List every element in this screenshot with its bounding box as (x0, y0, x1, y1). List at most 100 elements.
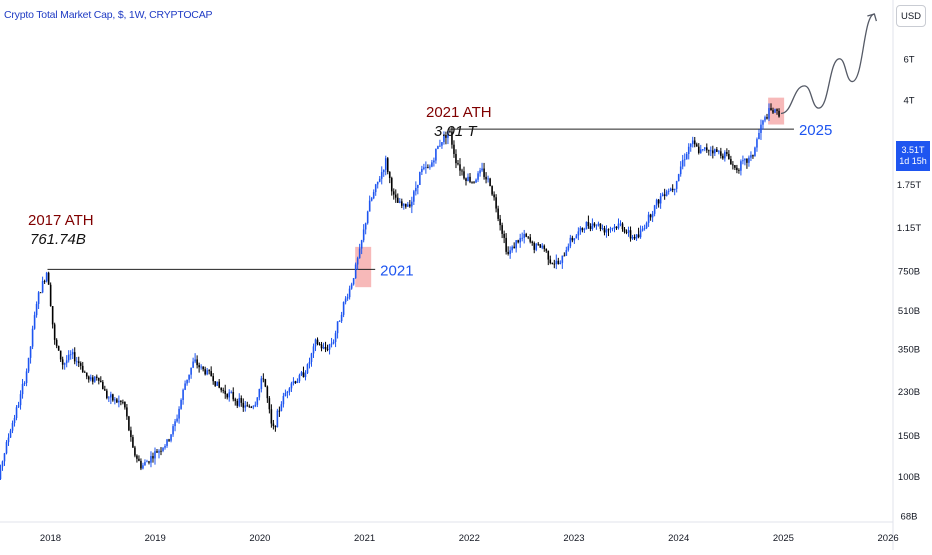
candle (585, 221, 588, 230)
candle (246, 401, 249, 407)
candle (754, 146, 756, 157)
candle (461, 168, 463, 176)
candle (260, 375, 263, 393)
candle (332, 339, 335, 345)
candle (29, 346, 32, 364)
chart-title[interactable]: Crypto Total Market Cap, $, 1W, CRYPTOCA… (4, 9, 213, 21)
candle (65, 355, 68, 368)
candle (75, 357, 78, 367)
candle (689, 143, 692, 152)
candle (130, 426, 132, 442)
candle (190, 367, 192, 379)
candle (507, 246, 509, 256)
candle (196, 355, 198, 369)
candle (302, 366, 305, 378)
candle (268, 396, 271, 414)
candle (738, 168, 740, 174)
candle (591, 218, 594, 231)
candle (354, 262, 357, 279)
candle (394, 189, 397, 203)
candle (340, 311, 343, 323)
candle (607, 228, 610, 237)
candle (651, 210, 654, 223)
candle (272, 419, 275, 430)
candle (505, 233, 507, 255)
candle (23, 381, 26, 386)
candle (503, 230, 505, 244)
candle (128, 415, 130, 432)
candle (724, 150, 726, 162)
candle (695, 142, 698, 147)
candle (611, 227, 614, 232)
candle (453, 140, 455, 158)
candle (489, 177, 491, 187)
candle (649, 213, 652, 221)
candle (154, 447, 156, 465)
candle (104, 385, 106, 391)
candle (541, 243, 544, 250)
candle (400, 198, 403, 209)
candle (93, 376, 96, 383)
candle (110, 391, 112, 405)
candle (368, 195, 371, 212)
projection-path (780, 13, 875, 115)
projection-layer (780, 13, 878, 115)
candle (579, 226, 582, 235)
candle (479, 167, 481, 177)
candle (120, 400, 122, 406)
candle (304, 370, 307, 381)
candle (116, 397, 118, 404)
candle (545, 248, 548, 253)
candle (740, 159, 742, 176)
price-tick-label: 350B (898, 344, 920, 355)
candle (316, 337, 319, 346)
ath-title: 2017 ATH (28, 212, 94, 229)
candle (83, 370, 86, 373)
current-price-badge: 3.51T 1d 15h (896, 141, 930, 171)
candle (623, 226, 626, 234)
candle (750, 151, 752, 162)
candle (718, 149, 720, 155)
candle (250, 405, 253, 409)
candle (256, 397, 259, 408)
candle (172, 423, 174, 437)
candle (212, 373, 214, 385)
bar-countdown: 1d 15h (899, 156, 927, 166)
candle (639, 225, 642, 239)
candle (356, 256, 359, 270)
candle (748, 155, 750, 167)
candle (625, 229, 628, 235)
candle (242, 398, 245, 412)
ath-value: 3.01 T (434, 123, 478, 140)
candle (657, 198, 660, 208)
currency-button[interactable]: USD (896, 5, 926, 27)
candle (53, 322, 56, 345)
candle (390, 176, 393, 196)
candle (722, 153, 724, 160)
candle (49, 282, 52, 307)
candle (764, 115, 766, 123)
candle (661, 192, 664, 197)
candle (232, 387, 235, 402)
candle (615, 226, 618, 230)
candle (346, 293, 349, 301)
candle (298, 373, 301, 384)
candle (633, 234, 636, 241)
price-axis[interactable]: 14T9T6T4T1.75T1.15T750B510B350B230B150B1… (897, 0, 921, 555)
candle (292, 377, 295, 386)
candle (744, 158, 746, 166)
candle (445, 131, 447, 145)
candle (726, 148, 728, 157)
candle (683, 153, 686, 167)
candle (194, 353, 196, 364)
candle (396, 193, 399, 203)
candle (222, 387, 225, 394)
candle (621, 222, 624, 232)
time-axis[interactable]: 2018 2019 2020 2021 2022 2023 2024 2025 2026 (40, 533, 899, 544)
candle (483, 162, 485, 180)
candle (671, 184, 674, 193)
candle (156, 448, 158, 453)
candle (734, 165, 736, 171)
